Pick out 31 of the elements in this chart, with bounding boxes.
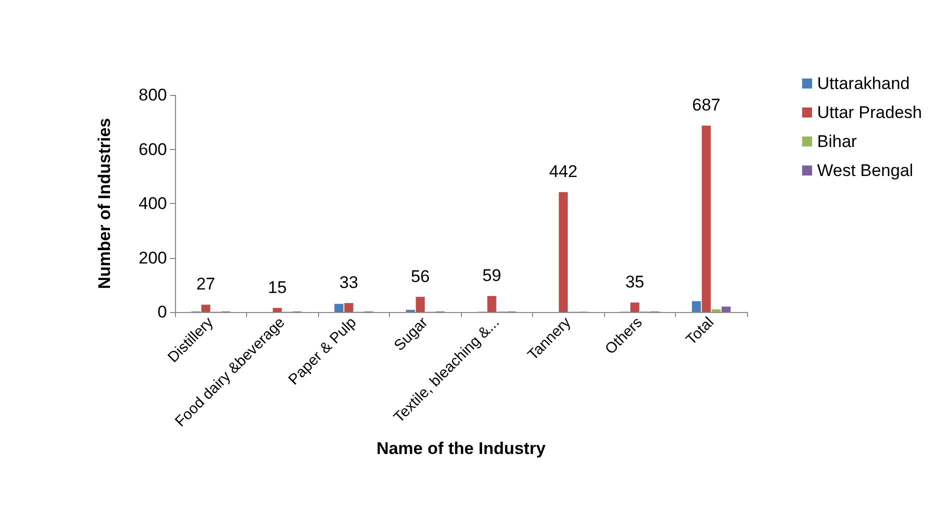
bar — [416, 296, 425, 312]
data-label: 442 — [549, 162, 578, 182]
bar — [334, 304, 344, 312]
bar — [272, 308, 282, 312]
bar — [722, 306, 731, 312]
legend-label: Bihar — [817, 132, 858, 151]
legend-label: Uttar Pradesh — [817, 103, 922, 122]
x-axis-title: Name of the Industry — [376, 439, 546, 458]
data-label: 27 — [196, 274, 216, 294]
y-tick-label: 400 — [138, 194, 167, 213]
bar — [487, 296, 496, 312]
data-label: 33 — [339, 273, 358, 292]
data-label: 687 — [692, 96, 720, 115]
legend-label: Uttarakhand — [817, 74, 910, 93]
y-tick-label: 0 — [158, 302, 167, 322]
legend-label: West Bengal — [817, 161, 914, 180]
y-tick-label: 800 — [138, 86, 167, 104]
y-tick-label: 600 — [138, 140, 167, 159]
bar — [201, 304, 210, 312]
bar — [344, 303, 354, 312]
bar — [692, 301, 701, 312]
data-label: 59 — [482, 266, 502, 285]
bar — [702, 126, 711, 312]
data-label: 35 — [625, 272, 644, 292]
bar — [558, 192, 568, 312]
bar — [712, 309, 721, 312]
data-label: 15 — [268, 278, 287, 297]
y-axis-title: Number of Industries — [95, 118, 114, 289]
bar — [630, 302, 640, 312]
y-tick-label: 200 — [138, 248, 167, 268]
data-label: 56 — [410, 266, 430, 286]
